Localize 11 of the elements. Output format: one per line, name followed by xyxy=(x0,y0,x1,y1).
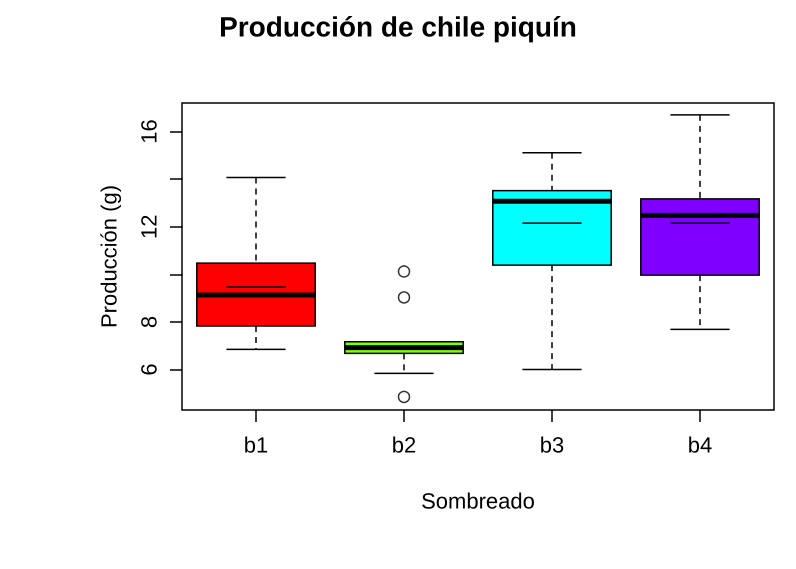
y-tick-label: 6 xyxy=(136,363,162,376)
x-axis-title: Sombreado xyxy=(421,488,535,514)
x-tick-label: b2 xyxy=(392,432,416,458)
x-tick-label: b1 xyxy=(244,432,268,458)
chart-title: Producción de chile piquín xyxy=(219,12,577,42)
y-tick-label: 16 xyxy=(136,119,162,144)
y-axis-title: Producción (g) xyxy=(96,184,122,328)
x-tick-label: b4 xyxy=(688,432,712,458)
y-tick-label: 8 xyxy=(136,316,162,328)
y-tick-label: 12 xyxy=(136,214,162,239)
x-tick-label: b3 xyxy=(540,432,564,458)
